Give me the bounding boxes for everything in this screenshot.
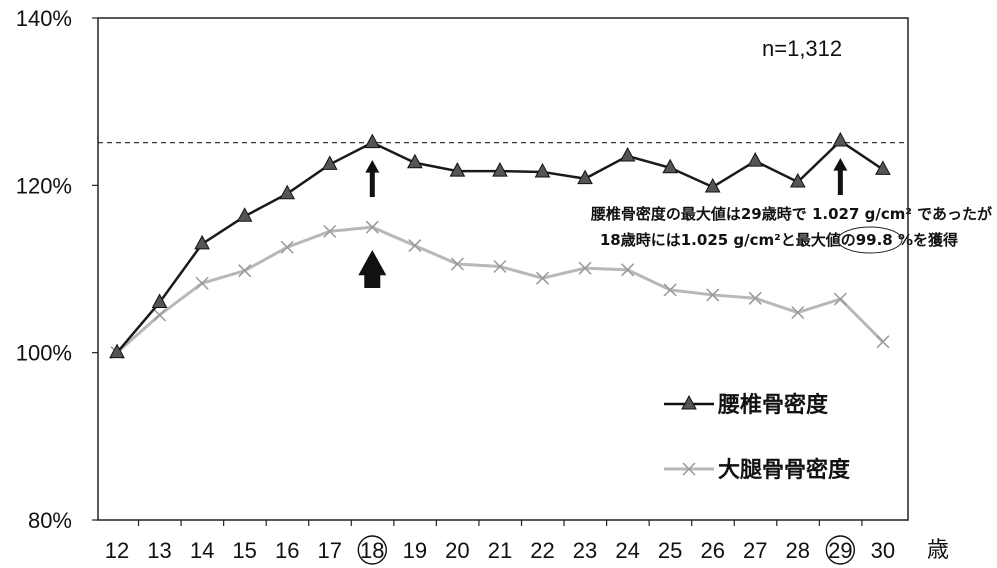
x-tick-label: 15 — [232, 538, 256, 563]
femur-point-marker — [791, 305, 805, 320]
femur-point-marker — [365, 220, 379, 234]
femur-point-marker — [876, 335, 890, 349]
lumbar-point-marker — [109, 343, 125, 359]
x-tick-label: 21 — [488, 538, 512, 563]
lumbar-point-marker — [407, 153, 423, 169]
x-tick-label: 25 — [658, 538, 682, 563]
lumbar-point-marker — [279, 184, 296, 200]
femur-point-marker — [748, 291, 762, 305]
femur-point-marker — [323, 224, 337, 238]
highlight-99-8-circle — [837, 226, 903, 254]
legend-lumbar-label: 腰椎骨密度 — [717, 392, 829, 418]
x-tick-label: 13 — [147, 538, 171, 563]
y-tick-label: 120% — [16, 173, 72, 198]
lumbar-series — [109, 131, 891, 359]
lumbar-peak-arrow-29 — [833, 158, 848, 195]
x-tick-label: 24 — [615, 538, 639, 563]
lumbar-point-marker — [534, 162, 551, 178]
x-unit-label: 歳 — [927, 537, 949, 562]
femur-point-marker — [578, 261, 592, 275]
annotation-line-1: 腰椎骨密度の最大値は29歳時で 1.027 g/cm² であったが — [590, 205, 993, 223]
x-tick-label: 30 — [871, 538, 895, 563]
lumbar-point-marker — [321, 155, 338, 170]
x-tick-label: 28 — [786, 538, 810, 563]
femur-point-marker — [195, 276, 209, 290]
lumbar-point-marker — [577, 169, 593, 185]
femur-point-marker — [833, 292, 847, 306]
highlight-age-circle — [357, 535, 387, 565]
legend-femur-label: 大腿骨骨密度 — [718, 457, 851, 483]
y-tick-label: 80% — [28, 508, 72, 533]
lumbar-point-marker — [662, 158, 678, 174]
x-tick-label: 12 — [105, 538, 129, 563]
femur-point-marker — [663, 283, 677, 297]
femur-point-marker — [493, 259, 507, 274]
chart-axes: 80% 100% 120% 140% 12 13 14 15 16 17 18 19 20 21 22 23 2… — [16, 6, 949, 565]
lumbar-point-marker — [619, 146, 636, 162]
lumbar-point-marker — [704, 177, 721, 193]
lumbar-point-marker — [789, 172, 806, 188]
legend-lumbar-marker — [681, 394, 697, 410]
y-tick-label: 100% — [16, 341, 72, 366]
x-tick-label: 22 — [530, 538, 554, 563]
arrows-group — [358, 158, 848, 288]
x-tick-label: 23 — [573, 538, 597, 563]
x-tick-label: 18 — [360, 538, 384, 563]
sample-size-label: n=1,312 — [762, 36, 842, 61]
lumbar-point-marker — [151, 293, 168, 308]
plot-frame — [97, 17, 909, 521]
annotation-line-2: 18歳時には1.025 g/cm²と最大値の99.8 %を獲得 — [600, 231, 958, 249]
x-tick-label: 14 — [190, 538, 214, 563]
lumbar-point-marker — [492, 162, 508, 177]
femur-point-marker — [153, 308, 167, 322]
highlight-age-circle — [825, 535, 856, 565]
x-tick-label: 16 — [275, 538, 299, 563]
femur-point-marker — [621, 263, 635, 277]
femur-point-marker — [535, 271, 550, 285]
lumbar-point-marker — [449, 162, 466, 177]
femur-point-marker — [408, 239, 422, 253]
x-tick-label: 29 — [828, 538, 852, 563]
femur-point-marker — [238, 264, 252, 278]
legend-femur-marker — [682, 462, 696, 476]
y-tick-label: 140% — [16, 6, 72, 31]
lumbar-peak-arrow-18 — [365, 160, 380, 197]
femur-series — [110, 220, 890, 360]
femur-point-marker — [280, 240, 294, 254]
femur-point-marker — [706, 288, 720, 302]
lumbar-point-marker — [832, 131, 849, 147]
lumbar-point-marker — [194, 234, 210, 250]
lumbar-point-marker — [364, 133, 381, 149]
femur-peak-arrow-18 — [358, 250, 387, 288]
lumbar-point-marker — [236, 207, 253, 222]
annotation-group: n=1,312 腰椎骨密度の最大値は29歳時で 1.027 g/cm² であった… — [590, 36, 993, 254]
femur-point-marker — [450, 257, 464, 271]
x-tick-label: 26 — [700, 538, 724, 563]
x-tick-label: 17 — [318, 538, 342, 563]
x-tick-label: 20 — [445, 538, 469, 563]
lumbar-point-marker — [747, 152, 764, 167]
lumbar-point-marker — [875, 160, 891, 175]
x-tick-label: 27 — [743, 538, 767, 563]
x-tick-label: 19 — [403, 538, 427, 563]
